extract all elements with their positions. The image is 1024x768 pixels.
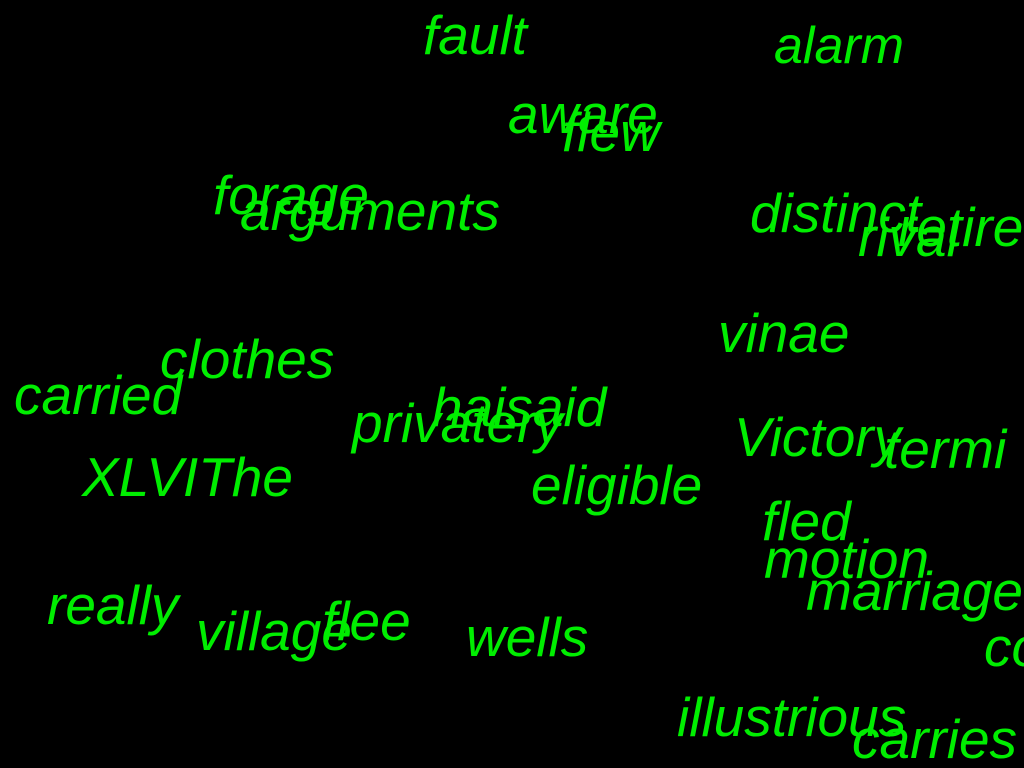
word-carries: carries [852,708,1018,768]
word-co: co [984,616,1024,678]
word-clothes: clothes [160,328,335,390]
word-arguments: arguments [240,180,500,242]
word-victory: Victory [734,406,902,468]
word-vinae: vinae [718,302,850,364]
word-flee: flee [322,590,411,652]
word-termi: termi [884,418,1007,480]
word-aware: aware [508,83,658,145]
word-flew: flew [562,101,660,163]
word-marriage: marriage [806,560,1024,622]
word-wells: wells [466,606,589,668]
word-fault: fault [423,4,527,66]
word-forage: forage [213,164,369,226]
word-rival: rival [858,206,959,268]
word-eligible: eligible [531,454,703,516]
word-distinct: distinct [750,182,922,244]
word-fled: fled [762,490,851,552]
word-really: really [47,574,179,636]
word-xlvithe: XLVIThe [82,446,293,508]
word-privatery: privatery [352,392,563,454]
word-village: village [196,600,352,662]
word-illustrious: illustrious [677,686,907,748]
word-retire: retire [898,196,1024,258]
word-alarm: alarm [774,17,905,75]
word-motion: motion [764,528,930,590]
word-haisaid: haisaid [432,376,607,438]
word-carried: carried [14,364,183,426]
